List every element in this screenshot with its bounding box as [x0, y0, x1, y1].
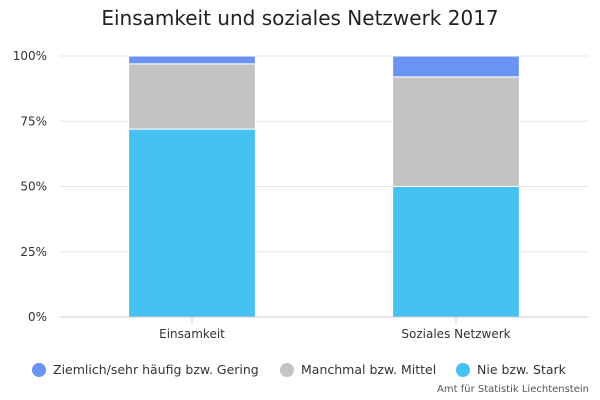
- legend-label-frequent: Ziemlich/sehr häufig bzw. Gering: [53, 362, 259, 377]
- y-tick-label: 100%: [13, 49, 47, 63]
- chart-title: Einsamkeit und soziales Netzwerk 2017: [101, 6, 499, 30]
- bar-segment[interactable]: [392, 76, 520, 187]
- legend-item-sometimes[interactable]: Manchmal bzw. Mittel: [280, 362, 436, 377]
- bar-segment[interactable]: [128, 128, 256, 318]
- bar-segment[interactable]: [128, 63, 256, 130]
- y-tick-label: 25%: [20, 245, 47, 259]
- y-tick-label: 75%: [20, 114, 47, 128]
- bar-segment[interactable]: [392, 186, 520, 318]
- x-tick-label: Einsamkeit: [159, 327, 225, 341]
- bar-segment[interactable]: [392, 55, 520, 78]
- x-tick-label: Soziales Netzwerk: [401, 327, 510, 341]
- axes: 0% 25% 50% 75% 100% Einsamkeit Soziales Netzwe…: [13, 49, 588, 341]
- legend-item-frequent[interactable]: Ziemlich/sehr häufig bzw. Gering: [32, 362, 259, 377]
- legend-label-sometimes: Manchmal bzw. Mittel: [301, 362, 437, 377]
- legend-item-never[interactable]: Nie bzw. Stark: [456, 362, 566, 377]
- legend: Ziemlich/sehr häufig bzw. Gering Manchma…: [0, 362, 600, 382]
- bar-segment[interactable]: [128, 55, 256, 65]
- source-credit: Amt für Statistik Liechtenstein: [437, 384, 589, 395]
- legend-label-never: Nie bzw. Stark: [477, 362, 566, 377]
- bars: [128, 55, 520, 318]
- legend-marker-frequent: [32, 362, 46, 377]
- y-tick-label: 50%: [20, 180, 47, 194]
- legend-marker-sometimes: [280, 362, 294, 377]
- legend-marker-never: [456, 362, 470, 377]
- y-tick-label: 0%: [28, 310, 47, 324]
